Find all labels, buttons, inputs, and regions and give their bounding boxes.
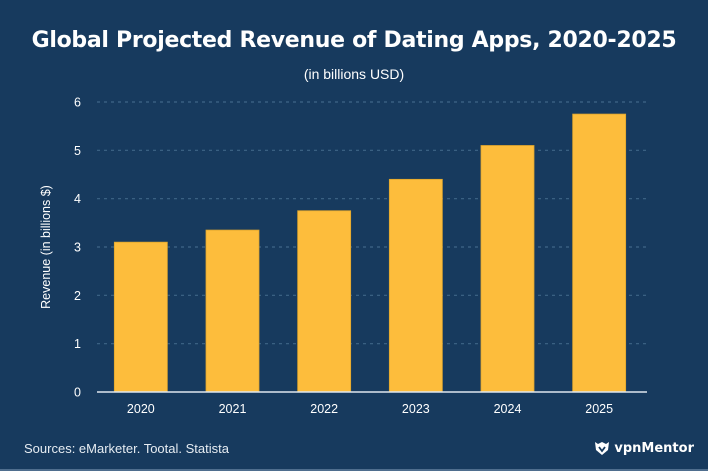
brand-logo: vpnMentor <box>594 440 694 456</box>
bar-2021 <box>205 229 260 393</box>
x-tick-label: 2021 <box>219 402 247 416</box>
chart-title: Global Projected Revenue of Dating Apps,… <box>31 28 677 53</box>
x-tick-label: 2020 <box>127 402 155 416</box>
y-tick-label: 3 <box>74 241 81 255</box>
bottom-border <box>0 469 708 471</box>
bars <box>113 113 627 393</box>
y-tick-label: 4 <box>74 192 81 206</box>
y-tick-label: 2 <box>74 289 81 303</box>
y-tick-labels: 0 1 2 3 4 5 6 <box>74 96 81 400</box>
bar-2025 <box>572 113 627 393</box>
y-axis-label: Revenue (in billions $) <box>39 185 53 309</box>
x-tick-label: 2024 <box>494 402 522 416</box>
x-tick-label: 2022 <box>310 402 338 416</box>
bar-2024 <box>480 145 535 393</box>
gridlines <box>97 101 647 345</box>
y-tick-label: 1 <box>74 337 81 351</box>
y-tick-label: 6 <box>74 96 81 110</box>
x-tick-label: 2023 <box>402 402 430 416</box>
brand-name: vpnMentor <box>614 440 694 456</box>
source-note: Sources: eMarketer. Tootal. Statista <box>24 441 229 456</box>
chart-subtitle: (in billions USD) <box>303 66 405 82</box>
shield-icon <box>595 442 610 455</box>
y-tick-label: 5 <box>74 144 81 158</box>
bar-2023 <box>388 178 443 393</box>
x-tick-labels: 2020 2021 2022 2023 2024 2025 <box>127 402 613 416</box>
bar-2020 <box>113 241 168 393</box>
x-tick-label: 2025 <box>585 402 613 416</box>
bar-2022 <box>297 210 352 393</box>
y-tick-label: 0 <box>74 386 81 400</box>
